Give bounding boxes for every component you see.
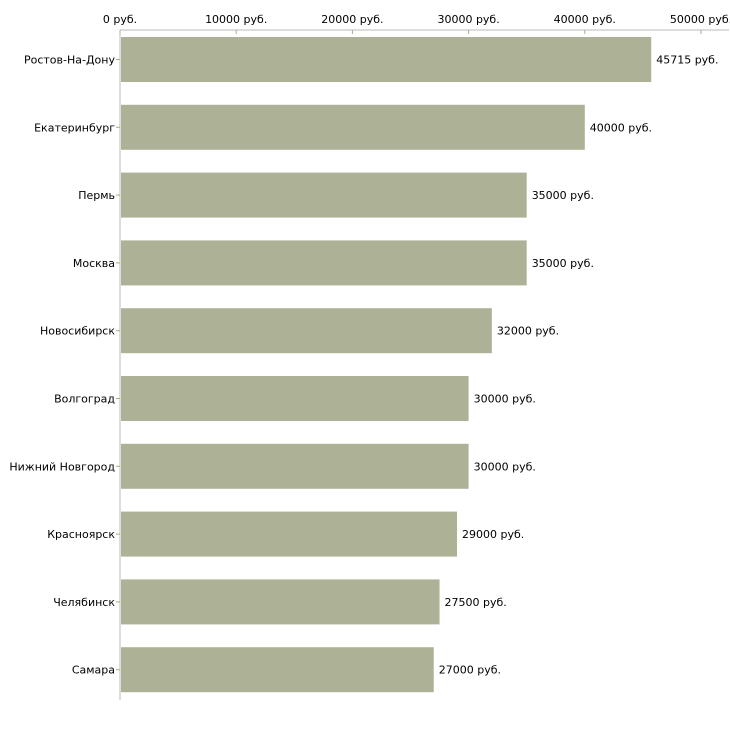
category-label: Пермь	[78, 189, 115, 202]
data-label: 30000 руб.	[474, 393, 536, 406]
category-label: Ростов-На-Дону	[24, 54, 115, 67]
x-tick-label: 40000 руб.	[554, 13, 616, 26]
x-tick-label: 30000 руб.	[437, 13, 499, 26]
bar	[121, 376, 469, 421]
data-label: 45715 руб.	[656, 54, 718, 67]
data-label: 35000 руб.	[532, 257, 594, 270]
data-label: 35000 руб.	[532, 189, 594, 202]
data-label: 30000 руб.	[474, 460, 536, 473]
category-label: Красноярск	[47, 528, 115, 541]
data-label: 27500 руб.	[445, 596, 507, 609]
bar	[121, 443, 469, 489]
data-label: 29000 руб.	[462, 528, 524, 541]
bar	[121, 579, 440, 625]
bar	[121, 511, 457, 557]
bar	[121, 308, 492, 354]
category-label: Москва	[73, 257, 115, 270]
bar	[121, 37, 652, 82]
bar	[121, 240, 527, 286]
data-label: 32000 руб.	[497, 325, 559, 338]
category-label: Волгоград	[54, 393, 115, 406]
category-label: Челябинск	[53, 596, 115, 609]
x-tick-label: 10000 руб.	[205, 13, 267, 26]
bar	[121, 172, 527, 218]
data-label: 27000 руб.	[439, 664, 501, 677]
bar	[121, 647, 434, 693]
category-label: Нижний Новгород	[9, 460, 115, 473]
category-label: Новосибирск	[40, 325, 115, 338]
bar	[121, 104, 585, 150]
x-tick-label: 20000 руб.	[321, 13, 383, 26]
category-label: Екатеринбург	[34, 121, 115, 134]
x-tick-label: 50000 руб.	[670, 13, 730, 26]
x-tick-label: 0 руб.	[103, 13, 137, 26]
category-label: Самара	[72, 664, 115, 677]
data-label: 40000 руб.	[590, 121, 652, 134]
